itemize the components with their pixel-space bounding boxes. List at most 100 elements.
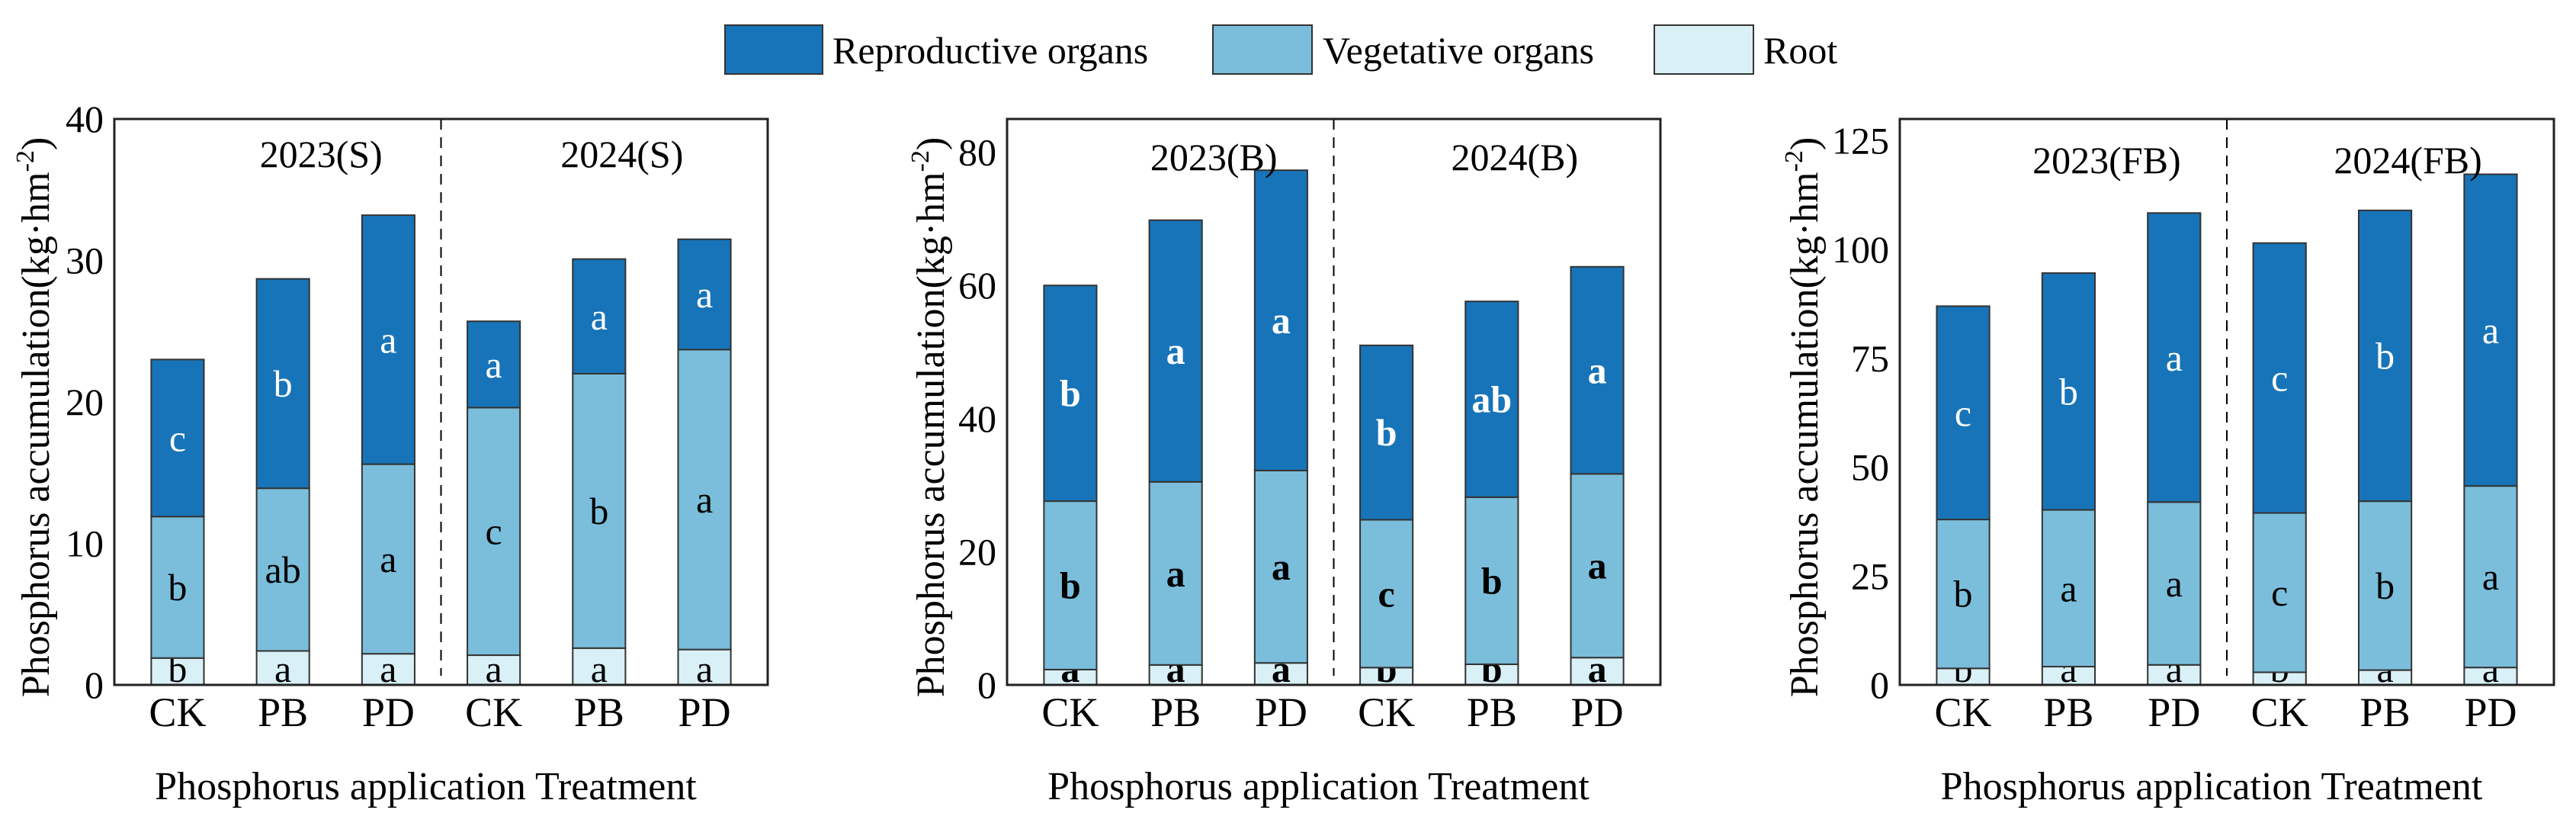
y-axis-title-main: Phosphorus accumulation(kg·hm	[14, 172, 58, 697]
bar-vegetative-organs	[467, 407, 521, 657]
significance-letter: a	[1588, 349, 1607, 392]
bar-reproductive-organs	[1359, 344, 1414, 521]
significance-letter: b	[168, 566, 187, 609]
x-tick-label: PD	[678, 689, 731, 735]
significance-letter: b	[1954, 573, 1973, 615]
bar-reproductive-organs	[150, 358, 205, 518]
group-label: 2024(B)	[1452, 136, 1579, 178]
significance-letter: a	[2166, 562, 2183, 605]
bar-reproductive-organs	[2463, 173, 2518, 487]
bar-root	[677, 648, 732, 686]
x-tick-label: CK	[149, 689, 206, 735]
bar-reproductive-organs	[1043, 284, 1098, 503]
significance-letter: a	[2060, 567, 2077, 609]
significance-letter: ab	[265, 548, 301, 591]
bar-reproductive-organs	[1936, 305, 1991, 521]
significance-letter: a	[591, 295, 608, 338]
significance-letter: b	[589, 490, 608, 532]
x-tick-label: PD	[1255, 689, 1307, 735]
y-tick-label: 50	[1851, 446, 1889, 489]
y-axis-title-main: Phosphorus accumulation(kg·hm	[909, 172, 953, 697]
significance-letter: b	[1060, 564, 1081, 606]
bar-reproductive-organs	[2357, 209, 2413, 503]
bar-reproductive-organs	[467, 320, 521, 409]
x-tick-label: PD	[362, 689, 415, 735]
y-tick-label: 0	[1870, 664, 1889, 706]
group-label: 2023(FB)	[2032, 139, 2180, 182]
x-tick-label: PD	[1571, 689, 1624, 735]
significance-letter: b	[2376, 334, 2395, 377]
legend-swatch-vegetative	[1212, 24, 1313, 75]
plot-frame	[1006, 117, 1662, 686]
bar-vegetative-organs	[361, 463, 415, 655]
significance-letter: a	[380, 318, 396, 361]
legend-item-vegetative: Vegetative organs	[1212, 24, 1594, 75]
bar-vegetative-organs	[2463, 485, 2518, 669]
group-label: 2024(FB)	[2334, 139, 2481, 182]
x-tick-label: CK	[1935, 689, 1992, 735]
y-tick-label: 25	[1851, 554, 1889, 597]
x-axis-title: Phosphorus application Treatment	[1047, 765, 1590, 808]
y-axis-title-main: Phosphorus accumulation(kg·hm	[1783, 172, 1827, 697]
y-tick-label: 20	[958, 530, 996, 573]
y-axis-title-close: )	[909, 137, 953, 150]
bar-vegetative-organs	[572, 372, 627, 649]
bar-root	[1148, 664, 1203, 686]
significance-letter: a	[380, 648, 396, 690]
significance-letter: c	[2271, 357, 2288, 400]
bar-vegetative-organs	[1359, 519, 1414, 669]
group-label: 2023(B)	[1150, 136, 1278, 178]
plot-frame	[1898, 117, 2555, 686]
bar-reproductive-organs	[677, 238, 732, 351]
bar-reproductive-organs	[1148, 219, 1203, 483]
significance-letter: b	[2376, 564, 2395, 607]
x-tick-label: PB	[1150, 689, 1201, 735]
plot-frame	[113, 117, 769, 686]
y-tick-label: 0	[85, 664, 104, 706]
significance-letter: a	[2482, 555, 2499, 598]
significance-letter: b	[1481, 559, 1503, 602]
y-axis-title-close: )	[14, 137, 58, 150]
y-tick-label: 60	[958, 264, 996, 307]
bar-root	[1253, 662, 1308, 686]
significance-letter: a	[696, 648, 713, 690]
bar-vegetative-organs	[2147, 501, 2202, 666]
bar-reproductive-organs	[255, 278, 310, 490]
significance-letter: a	[486, 648, 502, 690]
chart-panel-1: bbcCKaabbPBaaaPDacaCKabaPBaaaPD010203040…	[11, 98, 769, 808]
significance-letter: a	[696, 273, 713, 316]
bar-vegetative-organs	[255, 487, 310, 652]
y-axis-title-superscript: -2	[906, 150, 935, 172]
chart-panel-3: bbcCKaabPBaaaPDbccCKabbPBaaaPD0255075100…	[1780, 117, 2555, 808]
x-tick-label: PB	[258, 689, 308, 735]
significance-letter: a	[591, 648, 608, 690]
significance-letter: a	[1166, 329, 1185, 372]
significance-letter: b	[1376, 411, 1397, 454]
bar-vegetative-organs	[1464, 496, 1519, 665]
significance-letter: a	[1272, 299, 1291, 342]
bar-root	[2147, 664, 2202, 686]
x-tick-label: CK	[1041, 689, 1099, 735]
significance-letter: ab	[1471, 378, 1512, 421]
y-axis-title-close: )	[1783, 137, 1827, 150]
bar-reproductive-organs	[2041, 272, 2096, 511]
legend-label-reproductive: Reproductive organs	[832, 29, 1148, 72]
y-tick-label: 100	[1832, 228, 1889, 271]
bar-vegetative-organs	[2252, 512, 2307, 673]
y-axis-title: Phosphorus accumulation(kg·hm-2)	[1780, 137, 1827, 698]
legend-item-reproductive: Reproductive organs	[724, 24, 1148, 75]
bar-vegetative-organs	[1253, 469, 1308, 664]
y-tick-label: 10	[66, 522, 104, 565]
legend: Reproductive organs Vegetative organs Ro…	[724, 24, 1837, 75]
y-tick-label: 40	[66, 98, 104, 140]
bar-reproductive-organs	[572, 258, 627, 374]
significance-letter: b	[274, 362, 293, 405]
legend-item-root: Root	[1654, 24, 1837, 75]
significance-letter: a	[486, 343, 502, 386]
x-tick-label: PB	[2360, 689, 2411, 735]
significance-letter: b	[2059, 370, 2078, 413]
legend-label-vegetative: Vegetative organs	[1323, 29, 1594, 72]
significance-letter: c	[486, 510, 502, 553]
x-tick-label: CK	[465, 689, 522, 735]
